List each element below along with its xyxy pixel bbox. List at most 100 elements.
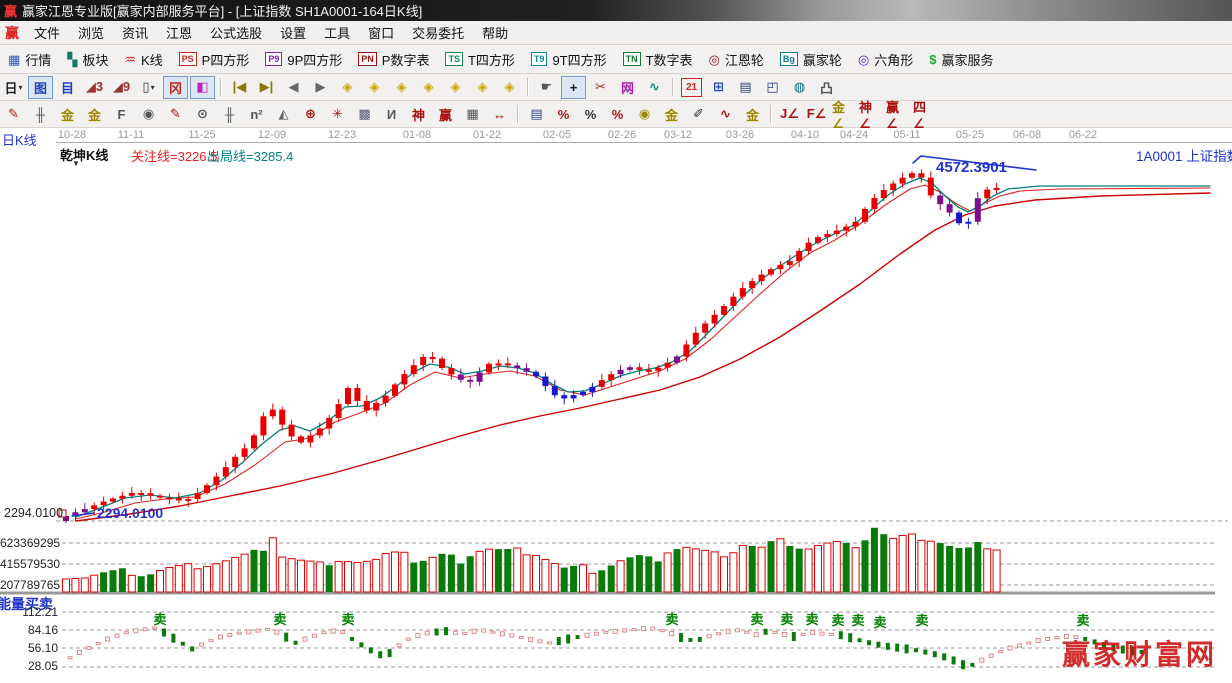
candle-body bbox=[269, 409, 276, 417]
menu-item-江恩[interactable]: 江恩 bbox=[166, 26, 193, 41]
win-tool-icon[interactable]: 赢 bbox=[438, 107, 452, 123]
toolbar-button-gann-wheel[interactable]: ◎ 江恩轮 bbox=[701, 47, 772, 71]
mirror-tool-icon[interactable]: ◭ bbox=[278, 106, 289, 121]
toolbar-button-sectors[interactable]: ▚ 板块 bbox=[59, 47, 116, 71]
calculator-tool-icon[interactable]: ⊞ bbox=[713, 79, 724, 94]
toolbar-button-winner-wheel[interactable]: Bg 赢家轮 bbox=[772, 47, 850, 71]
k-angle-icon[interactable]: И bbox=[386, 106, 397, 122]
toolbar-button-p-number-table[interactable]: PN P数字表 bbox=[350, 47, 437, 71]
indicator-mark-pink bbox=[415, 633, 421, 639]
gold-section-1-icon[interactable]: 金 bbox=[60, 107, 74, 123]
toolbar-button-9p-square[interactable]: P9 9P四方形 bbox=[257, 47, 350, 71]
crosshair-tool-icon[interactable]: + bbox=[561, 75, 586, 99]
menu-item-浏览[interactable]: 浏览 bbox=[78, 26, 105, 41]
menu-item-工具[interactable]: 工具 bbox=[324, 26, 351, 41]
kline-type-selector[interactable]: 乾坤K线 bbox=[60, 148, 109, 163]
diamond-right-icon[interactable]: ◈ bbox=[369, 79, 380, 94]
four-angle-line-icon[interactable]: 四∠ bbox=[913, 99, 927, 131]
toolbar-button-hexagon[interactable]: ◎ 六角形 bbox=[850, 47, 921, 71]
menu-item-文件[interactable]: 文件 bbox=[34, 26, 61, 41]
menu-item-设置[interactable]: 设置 bbox=[280, 26, 307, 41]
indicator-mark-green bbox=[679, 633, 683, 643]
percent-zone-icon[interactable]: % bbox=[611, 106, 624, 122]
first-page-icon[interactable]: |◀ bbox=[232, 79, 247, 94]
paint-tool-icon[interactable]: ✎ bbox=[8, 106, 19, 121]
god-tool-icon[interactable]: 神 bbox=[411, 107, 425, 123]
network-tool-icon[interactable]: ◍ bbox=[793, 79, 806, 94]
tick-ruler-2-icon[interactable]: ╫ bbox=[224, 106, 235, 122]
candle-body bbox=[504, 363, 511, 366]
notes-tool-icon[interactable]: ▤ bbox=[739, 79, 752, 94]
percent-icon[interactable]: % bbox=[584, 106, 597, 122]
toolbar-button-quotes[interactable]: ▦ 行情 bbox=[0, 47, 59, 71]
gold-section-2-icon[interactable]: 金 bbox=[87, 107, 101, 123]
n-square-icon[interactable]: n² bbox=[250, 106, 263, 122]
calendar-tool-icon[interactable]: 21 bbox=[681, 77, 702, 97]
scale-step-9-icon[interactable]: ◢9 bbox=[112, 79, 131, 94]
indicator-mark-pink bbox=[772, 631, 778, 634]
star-web-icon[interactable]: ✳ bbox=[332, 106, 343, 121]
last-page-icon[interactable]: ▶| bbox=[259, 79, 274, 94]
volume-distribution-icon[interactable]: ◧ bbox=[190, 75, 215, 99]
toolbar-button-winner-service[interactable]: $ 赢家服务 bbox=[921, 47, 1001, 71]
toolbar-button-kline[interactable]: ♒ K线 bbox=[116, 47, 170, 71]
toolbar-button-t-number-table[interactable]: TN T数字表 bbox=[615, 47, 701, 71]
diamond-burst-icon[interactable]: ◈ bbox=[477, 79, 488, 94]
diamond-left-icon[interactable]: ◈ bbox=[342, 79, 353, 94]
tick-ruler-icon[interactable]: ╫ bbox=[35, 106, 46, 122]
menu-item-公式选股[interactable]: 公式选股 bbox=[210, 26, 263, 41]
scale-step-3-icon[interactable]: ◢3 bbox=[85, 79, 104, 94]
period-day-selector-icon[interactable]: 日 ▾ bbox=[4, 80, 23, 96]
god-angle-line-icon[interactable]: 神∠ bbox=[859, 99, 873, 131]
paint-tool-2-icon[interactable]: ✎ bbox=[170, 106, 181, 121]
gold-hline-icon[interactable]: 金 bbox=[664, 107, 678, 123]
curve-tool-icon[interactable]: ∿ bbox=[649, 79, 660, 94]
period-day-selector-dropdown-icon[interactable]: ▾ bbox=[18, 82, 23, 92]
f-ruler-icon[interactable]: F bbox=[117, 106, 126, 122]
menu-item-窗口[interactable]: 窗口 bbox=[368, 26, 395, 41]
toolbar-button-t-square[interactable]: TS T四方形 bbox=[437, 47, 522, 71]
gold-wave-icon[interactable]: ∿ bbox=[720, 106, 731, 121]
span-tool-icon[interactable]: ↔ bbox=[493, 106, 506, 122]
price-ladder-icon[interactable]: ▤ bbox=[530, 106, 543, 121]
menu-item-交易委托[interactable]: 交易委托 bbox=[412, 26, 465, 41]
main-chart-view-icon[interactable]: 图 bbox=[28, 75, 53, 99]
kline-type-dropdown-icon[interactable]: ▼ bbox=[72, 159, 80, 168]
toolbar-button-9t-square[interactable]: T9 9T四方形 bbox=[523, 47, 615, 71]
save-tool-icon[interactable]: ◰ bbox=[766, 79, 779, 94]
spiral-tool-icon[interactable]: ◉ bbox=[142, 106, 155, 121]
j-angle-line-icon[interactable]: J∠ bbox=[780, 106, 799, 121]
gold-circle-icon[interactable]: ◉ bbox=[638, 106, 651, 121]
single-candle-icon[interactable]: ▯ ▾ bbox=[142, 79, 155, 94]
printer-tool-icon[interactable]: 凸 bbox=[819, 80, 833, 96]
next-bar-icon[interactable]: ▶ bbox=[315, 79, 326, 94]
target-tool-icon[interactable]: ⊕ bbox=[305, 106, 316, 121]
grid-123-icon[interactable]: ▦ bbox=[466, 106, 479, 121]
volume-bar-up bbox=[522, 554, 531, 593]
red-box-tool-icon[interactable]: 冈 bbox=[163, 75, 188, 99]
percent-line-icon[interactable]: % bbox=[557, 106, 570, 122]
info-list-view-icon[interactable]: 目 bbox=[60, 80, 74, 96]
menu-item-帮助[interactable]: 帮助 bbox=[482, 26, 509, 41]
indicator-mark-pink bbox=[603, 630, 609, 634]
erase-tool-icon[interactable]: ✂ bbox=[595, 79, 606, 94]
diamond-vspan-icon[interactable]: ◈ bbox=[504, 79, 515, 94]
hand-pan-tool-icon[interactable]: ☛ bbox=[540, 79, 553, 94]
prev-bar-icon[interactable]: ◀ bbox=[288, 79, 299, 94]
win-angle-line-icon[interactable]: 赢∠ bbox=[886, 99, 900, 131]
grid-web-icon[interactable]: ▩ bbox=[358, 106, 371, 121]
gold-angle-line-icon[interactable]: 金∠ bbox=[832, 99, 846, 131]
arrow-pen-icon[interactable]: ✐ bbox=[693, 106, 704, 121]
diamond-cross-icon[interactable]: ◈ bbox=[450, 79, 461, 94]
toolbar-button-p-square[interactable]: PS P四方形 bbox=[171, 47, 258, 71]
menu-item-资讯[interactable]: 资讯 bbox=[122, 26, 149, 41]
indicator-mark-green bbox=[575, 635, 580, 640]
diamond-hspan-icon[interactable]: ◈ bbox=[396, 79, 407, 94]
gold-line-2-icon[interactable]: 金 bbox=[745, 107, 759, 123]
cycle-ruler-icon[interactable]: ⊙ bbox=[197, 106, 208, 121]
f-angle-line-icon[interactable]: F∠ bbox=[806, 106, 827, 121]
net-tool-icon[interactable]: 网 bbox=[620, 80, 634, 96]
diamond-star-icon[interactable]: ◈ bbox=[423, 79, 434, 94]
single-candle-dropdown-icon[interactable]: ▾ bbox=[150, 82, 155, 92]
